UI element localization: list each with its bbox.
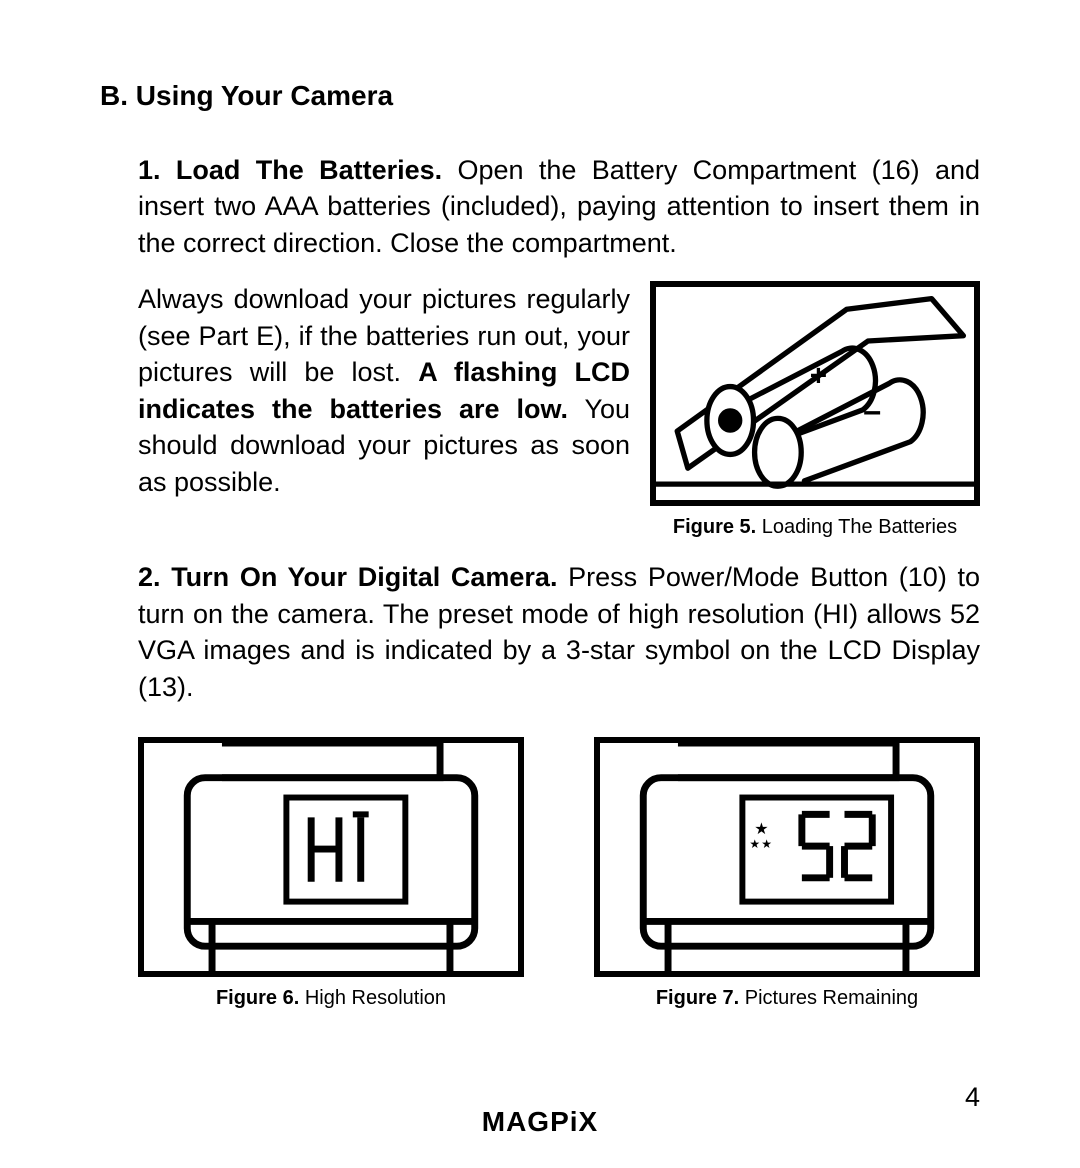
figure-7-image: ★ ★ ★ (594, 737, 980, 977)
section-heading: B. Using Your Camera (100, 80, 980, 112)
step-2-lead: 2. Turn On Your Digital Camera. (138, 562, 557, 592)
footer: MAGPiX (0, 1106, 1080, 1138)
figure-6-caption: Figure 6. High Resolution (138, 987, 524, 1010)
figure-6-label: Figure 6. (216, 987, 299, 1009)
text-figure-row: Always download your pictures regularly … (138, 281, 980, 539)
step-1-lead: 1. Load The Batteries. (138, 155, 442, 185)
figure-5: + − Figure 5. Loading The Batteries (650, 281, 980, 539)
step-2-paragraph: 2. Turn On Your Digital Camera. Press Po… (138, 559, 980, 705)
figure-6: Figure 6. High Resolution (138, 737, 524, 1010)
page-number: 4 (965, 1082, 980, 1113)
figure-5-image: + − (650, 281, 980, 506)
svg-text:★: ★ (749, 837, 760, 851)
content-block: 1. Load The Batteries. Open the Battery … (138, 152, 980, 1010)
battery-warning-text: Always download your pictures regularly … (138, 281, 630, 539)
svg-text:★: ★ (754, 821, 768, 838)
lcd-52-icon: ★ ★ ★ (600, 743, 974, 971)
figure-6-caption-text: High Resolution (299, 987, 446, 1009)
lcd-figures-row: Figure 6. High Resolution ★ (138, 737, 980, 1010)
figure-7-caption-text: Pictures Remaining (739, 987, 918, 1009)
svg-text:−: − (863, 394, 882, 430)
step-1-paragraph: 1. Load The Batteries. Open the Battery … (138, 152, 980, 261)
svg-text:★: ★ (761, 837, 772, 851)
figure-7: ★ ★ ★ (594, 737, 980, 1010)
figure-5-caption-text: Loading The Batteries (756, 516, 957, 538)
lcd-hi-icon (144, 743, 518, 971)
figure-5-caption: Figure 5. Loading The Batteries (650, 516, 980, 539)
figure-6-image (138, 737, 524, 977)
figure-5-label: Figure 5. (673, 516, 756, 538)
brand-logo: MAGPiX (482, 1106, 598, 1138)
svg-text:+: + (810, 359, 827, 392)
figure-7-caption: Figure 7. Pictures Remaining (594, 987, 980, 1010)
battery-illustration-icon: + − (656, 288, 974, 500)
figure-7-label: Figure 7. (656, 987, 739, 1009)
